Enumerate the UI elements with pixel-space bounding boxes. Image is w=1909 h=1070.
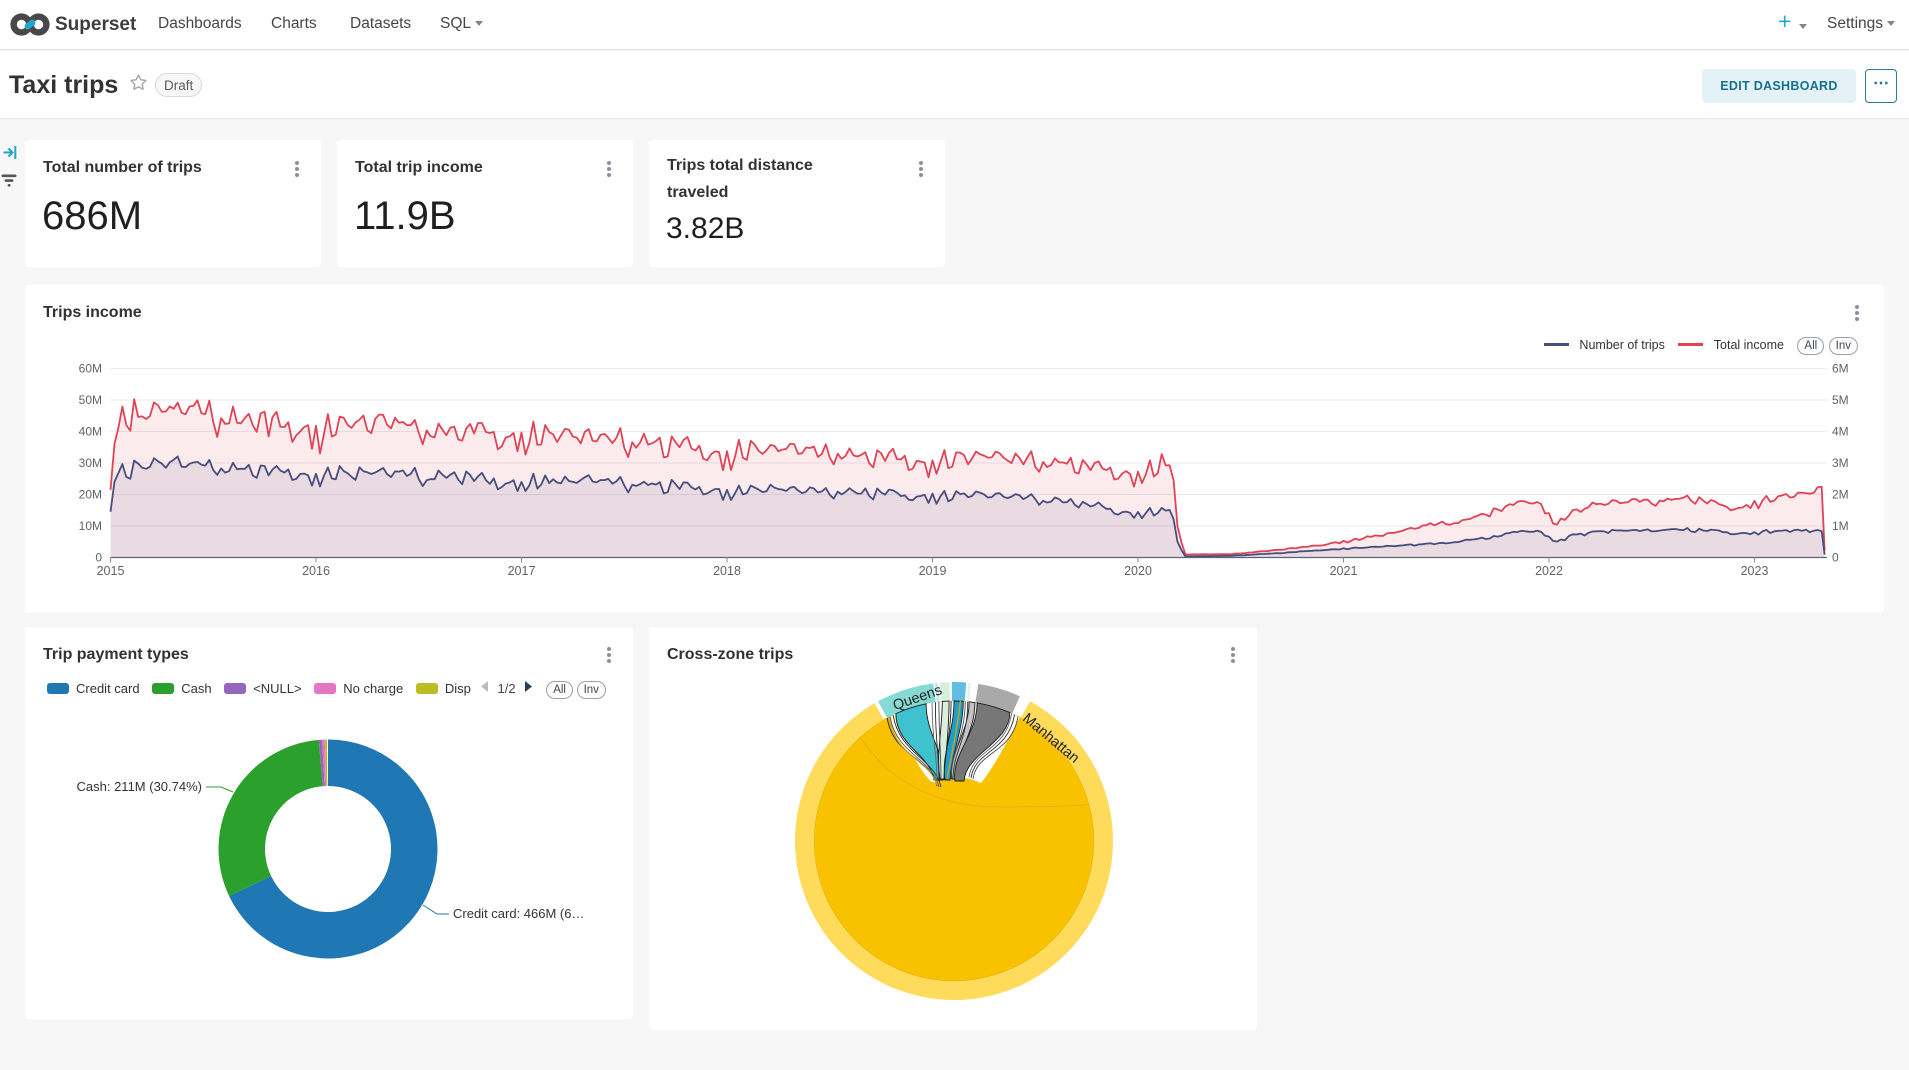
svg-text:50M: 50M xyxy=(79,393,102,407)
svg-text:0: 0 xyxy=(1832,551,1839,565)
svg-text:6M: 6M xyxy=(1832,362,1849,376)
svg-text:4M: 4M xyxy=(1832,425,1849,439)
svg-text:2019: 2019 xyxy=(919,564,947,578)
svg-text:2017: 2017 xyxy=(508,564,536,578)
svg-text:2023: 2023 xyxy=(1741,564,1769,578)
svg-text:10M: 10M xyxy=(79,519,102,533)
svg-text:Credit card: 466M (6…: Credit card: 466M (6… xyxy=(453,906,585,921)
svg-text:30M: 30M xyxy=(79,456,102,470)
svg-text:0: 0 xyxy=(95,551,102,565)
svg-text:5M: 5M xyxy=(1832,393,1849,407)
svg-text:40M: 40M xyxy=(79,425,102,439)
svg-text:1M: 1M xyxy=(1832,519,1849,533)
svg-text:Cash: 211M (30.74%): Cash: 211M (30.74%) xyxy=(77,779,203,794)
svg-text:2018: 2018 xyxy=(713,564,741,578)
svg-text:2015: 2015 xyxy=(97,564,125,578)
svg-text:60M: 60M xyxy=(79,362,102,376)
svg-text:2021: 2021 xyxy=(1330,564,1358,578)
svg-text:2020: 2020 xyxy=(1124,564,1152,578)
svg-text:2016: 2016 xyxy=(302,564,330,578)
svg-text:20M: 20M xyxy=(79,488,102,502)
svg-text:2M: 2M xyxy=(1832,488,1849,502)
svg-text:2022: 2022 xyxy=(1535,564,1563,578)
svg-text:3M: 3M xyxy=(1832,456,1849,470)
